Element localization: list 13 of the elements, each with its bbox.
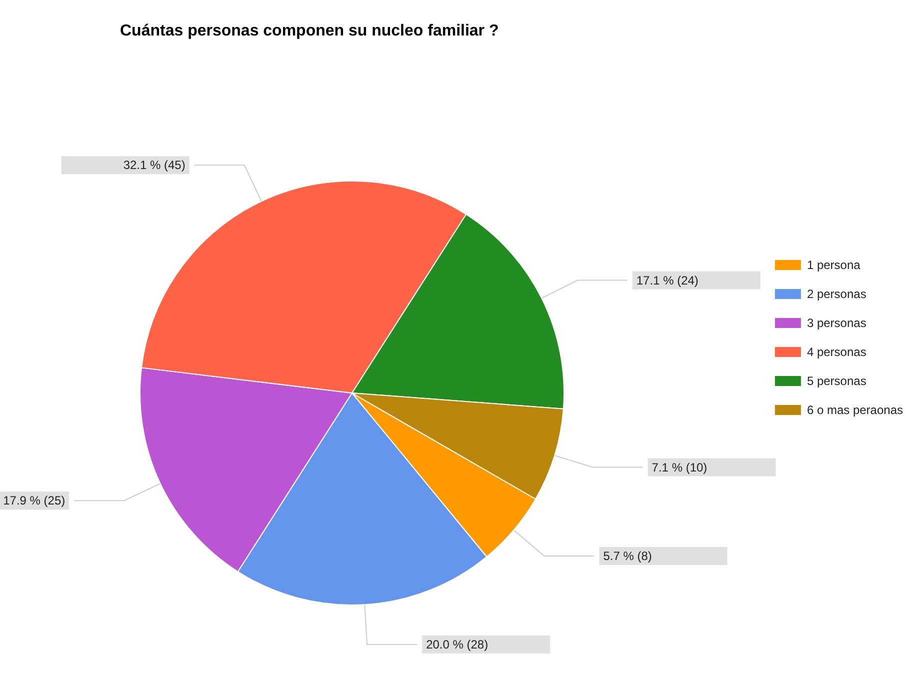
data-label: 17.1 % (24) (636, 273, 698, 288)
data-label: 7.1 % (10) (652, 460, 708, 474)
data-label: 17.9 % (25) (3, 494, 66, 508)
legend-label: 1 persona (806, 258, 861, 272)
data-label: 32.1 % (45) (123, 158, 186, 172)
legend-label: 4 personas (806, 345, 866, 359)
legend-label: 6 o mas peraonas (806, 403, 904, 417)
legend-label: 3 personas (806, 316, 866, 330)
chart-title: Cuántas personas componen su nucleo familiar ? (120, 22, 499, 40)
data-label: 20.0 % (28) (426, 638, 488, 652)
legend-label: 5 personas (806, 374, 866, 388)
legend-label: 2 personas (806, 287, 866, 301)
data-label: 5.7 % (8) (603, 548, 652, 563)
